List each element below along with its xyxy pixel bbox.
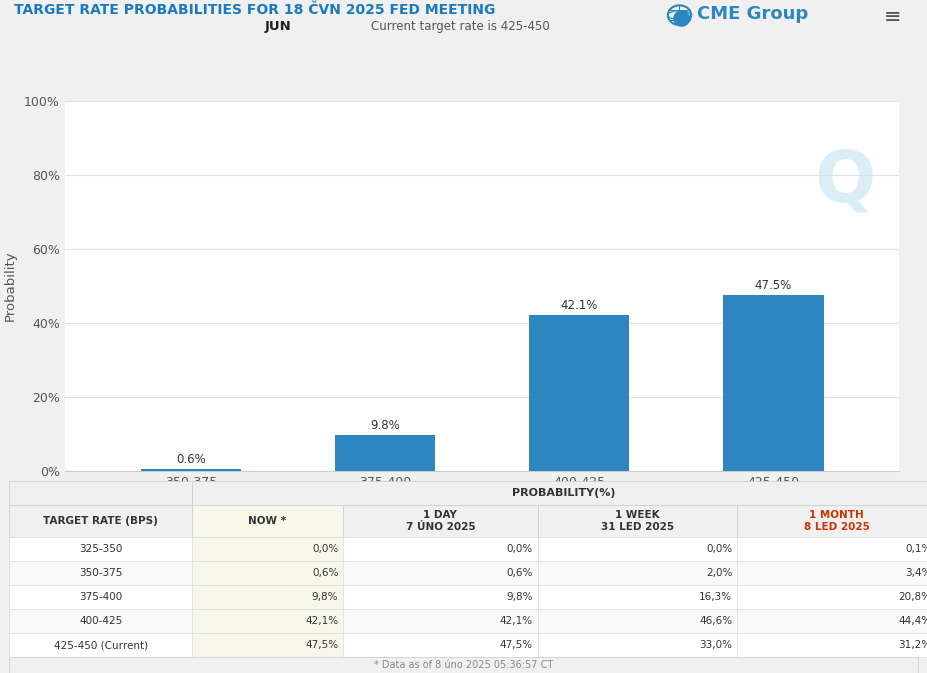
Text: NOW *: NOW *: [248, 516, 286, 526]
Bar: [192, 481, 927, 505]
Bar: [538, 537, 737, 561]
Text: 375-400: 375-400: [79, 592, 122, 602]
Bar: [192, 561, 343, 585]
Text: 3,4%: 3,4%: [905, 568, 927, 578]
Text: CME Group: CME Group: [697, 5, 808, 24]
Text: 0,6%: 0,6%: [507, 568, 533, 578]
Bar: [538, 561, 737, 585]
Text: 42,1%: 42,1%: [500, 616, 533, 626]
Bar: [538, 585, 737, 609]
Text: 47,5%: 47,5%: [500, 640, 533, 650]
Bar: [737, 585, 927, 609]
Bar: [141, 469, 241, 471]
Text: 350-375: 350-375: [79, 568, 122, 578]
Text: Current target rate is 425-450: Current target rate is 425-450: [371, 20, 550, 33]
Bar: [737, 505, 927, 537]
Text: 44,4%: 44,4%: [898, 616, 927, 626]
Bar: [538, 609, 737, 633]
Text: 42.1%: 42.1%: [560, 299, 598, 312]
Text: 0,0%: 0,0%: [706, 544, 732, 554]
Text: 46,6%: 46,6%: [699, 616, 732, 626]
Text: 9,8%: 9,8%: [506, 592, 533, 602]
Bar: [9, 481, 192, 505]
Bar: [538, 505, 737, 537]
Bar: [335, 435, 436, 471]
Bar: [192, 585, 343, 609]
Text: 0,0%: 0,0%: [312, 544, 338, 554]
Text: PROBABILITY(%): PROBABILITY(%): [513, 488, 616, 498]
Bar: [538, 633, 737, 658]
Text: 325-350: 325-350: [79, 544, 122, 554]
Text: 47,5%: 47,5%: [305, 640, 338, 650]
Bar: [9, 505, 192, 537]
Text: 0,6%: 0,6%: [312, 568, 338, 578]
Text: 31,2%: 31,2%: [898, 640, 927, 650]
Bar: [737, 609, 927, 633]
Bar: [192, 505, 343, 537]
Text: 20,8%: 20,8%: [898, 592, 927, 602]
Text: 2,0%: 2,0%: [706, 568, 732, 578]
Bar: [343, 609, 538, 633]
Text: 425-450 (Current): 425-450 (Current): [54, 640, 147, 650]
Text: 1 DAY
7 ÚNO 2025: 1 DAY 7 ÚNO 2025: [405, 510, 476, 532]
Bar: [192, 633, 343, 658]
Bar: [737, 561, 927, 585]
Text: 0,1%: 0,1%: [906, 544, 927, 554]
Text: TARGET RATE PROBABILITIES FOR 18 ČVN 2025 FED MEETING: TARGET RATE PROBABILITIES FOR 18 ČVN 202…: [14, 3, 495, 17]
Bar: [737, 537, 927, 561]
Bar: [9, 561, 192, 585]
Text: JUN: JUN: [265, 20, 291, 33]
Text: ≡: ≡: [884, 7, 901, 27]
Text: 9,8%: 9,8%: [311, 592, 338, 602]
Bar: [343, 537, 538, 561]
Bar: [528, 315, 629, 471]
Bar: [343, 505, 538, 537]
Text: 9.8%: 9.8%: [370, 419, 400, 432]
Bar: [9, 658, 918, 673]
Text: 400-425: 400-425: [79, 616, 122, 626]
Text: Q: Q: [814, 148, 876, 217]
Bar: [737, 633, 927, 658]
Text: ●: ●: [672, 7, 691, 27]
Bar: [9, 633, 192, 658]
Bar: [343, 585, 538, 609]
Text: 47.5%: 47.5%: [755, 279, 792, 292]
Bar: [723, 295, 823, 471]
Bar: [9, 537, 192, 561]
Y-axis label: Probability: Probability: [5, 251, 18, 321]
Text: 1 MONTH
8 LED 2025: 1 MONTH 8 LED 2025: [804, 510, 870, 532]
Text: 1 WEEK
31 LED 2025: 1 WEEK 31 LED 2025: [601, 510, 674, 532]
Text: 0,0%: 0,0%: [507, 544, 533, 554]
Text: 16,3%: 16,3%: [699, 592, 732, 602]
Text: TARGET RATE (BPS): TARGET RATE (BPS): [44, 516, 158, 526]
Text: 33,0%: 33,0%: [699, 640, 732, 650]
Bar: [192, 609, 343, 633]
Bar: [9, 609, 192, 633]
Bar: [192, 537, 343, 561]
Bar: [343, 561, 538, 585]
Bar: [9, 585, 192, 609]
Text: 0.6%: 0.6%: [176, 453, 206, 466]
Bar: [343, 633, 538, 658]
Text: * Data as of 8 úno 2025 05:36:57 CT: * Data as of 8 úno 2025 05:36:57 CT: [374, 660, 553, 670]
Text: 42,1%: 42,1%: [305, 616, 338, 626]
X-axis label: Target Rate (in bps): Target Rate (in bps): [416, 496, 548, 509]
